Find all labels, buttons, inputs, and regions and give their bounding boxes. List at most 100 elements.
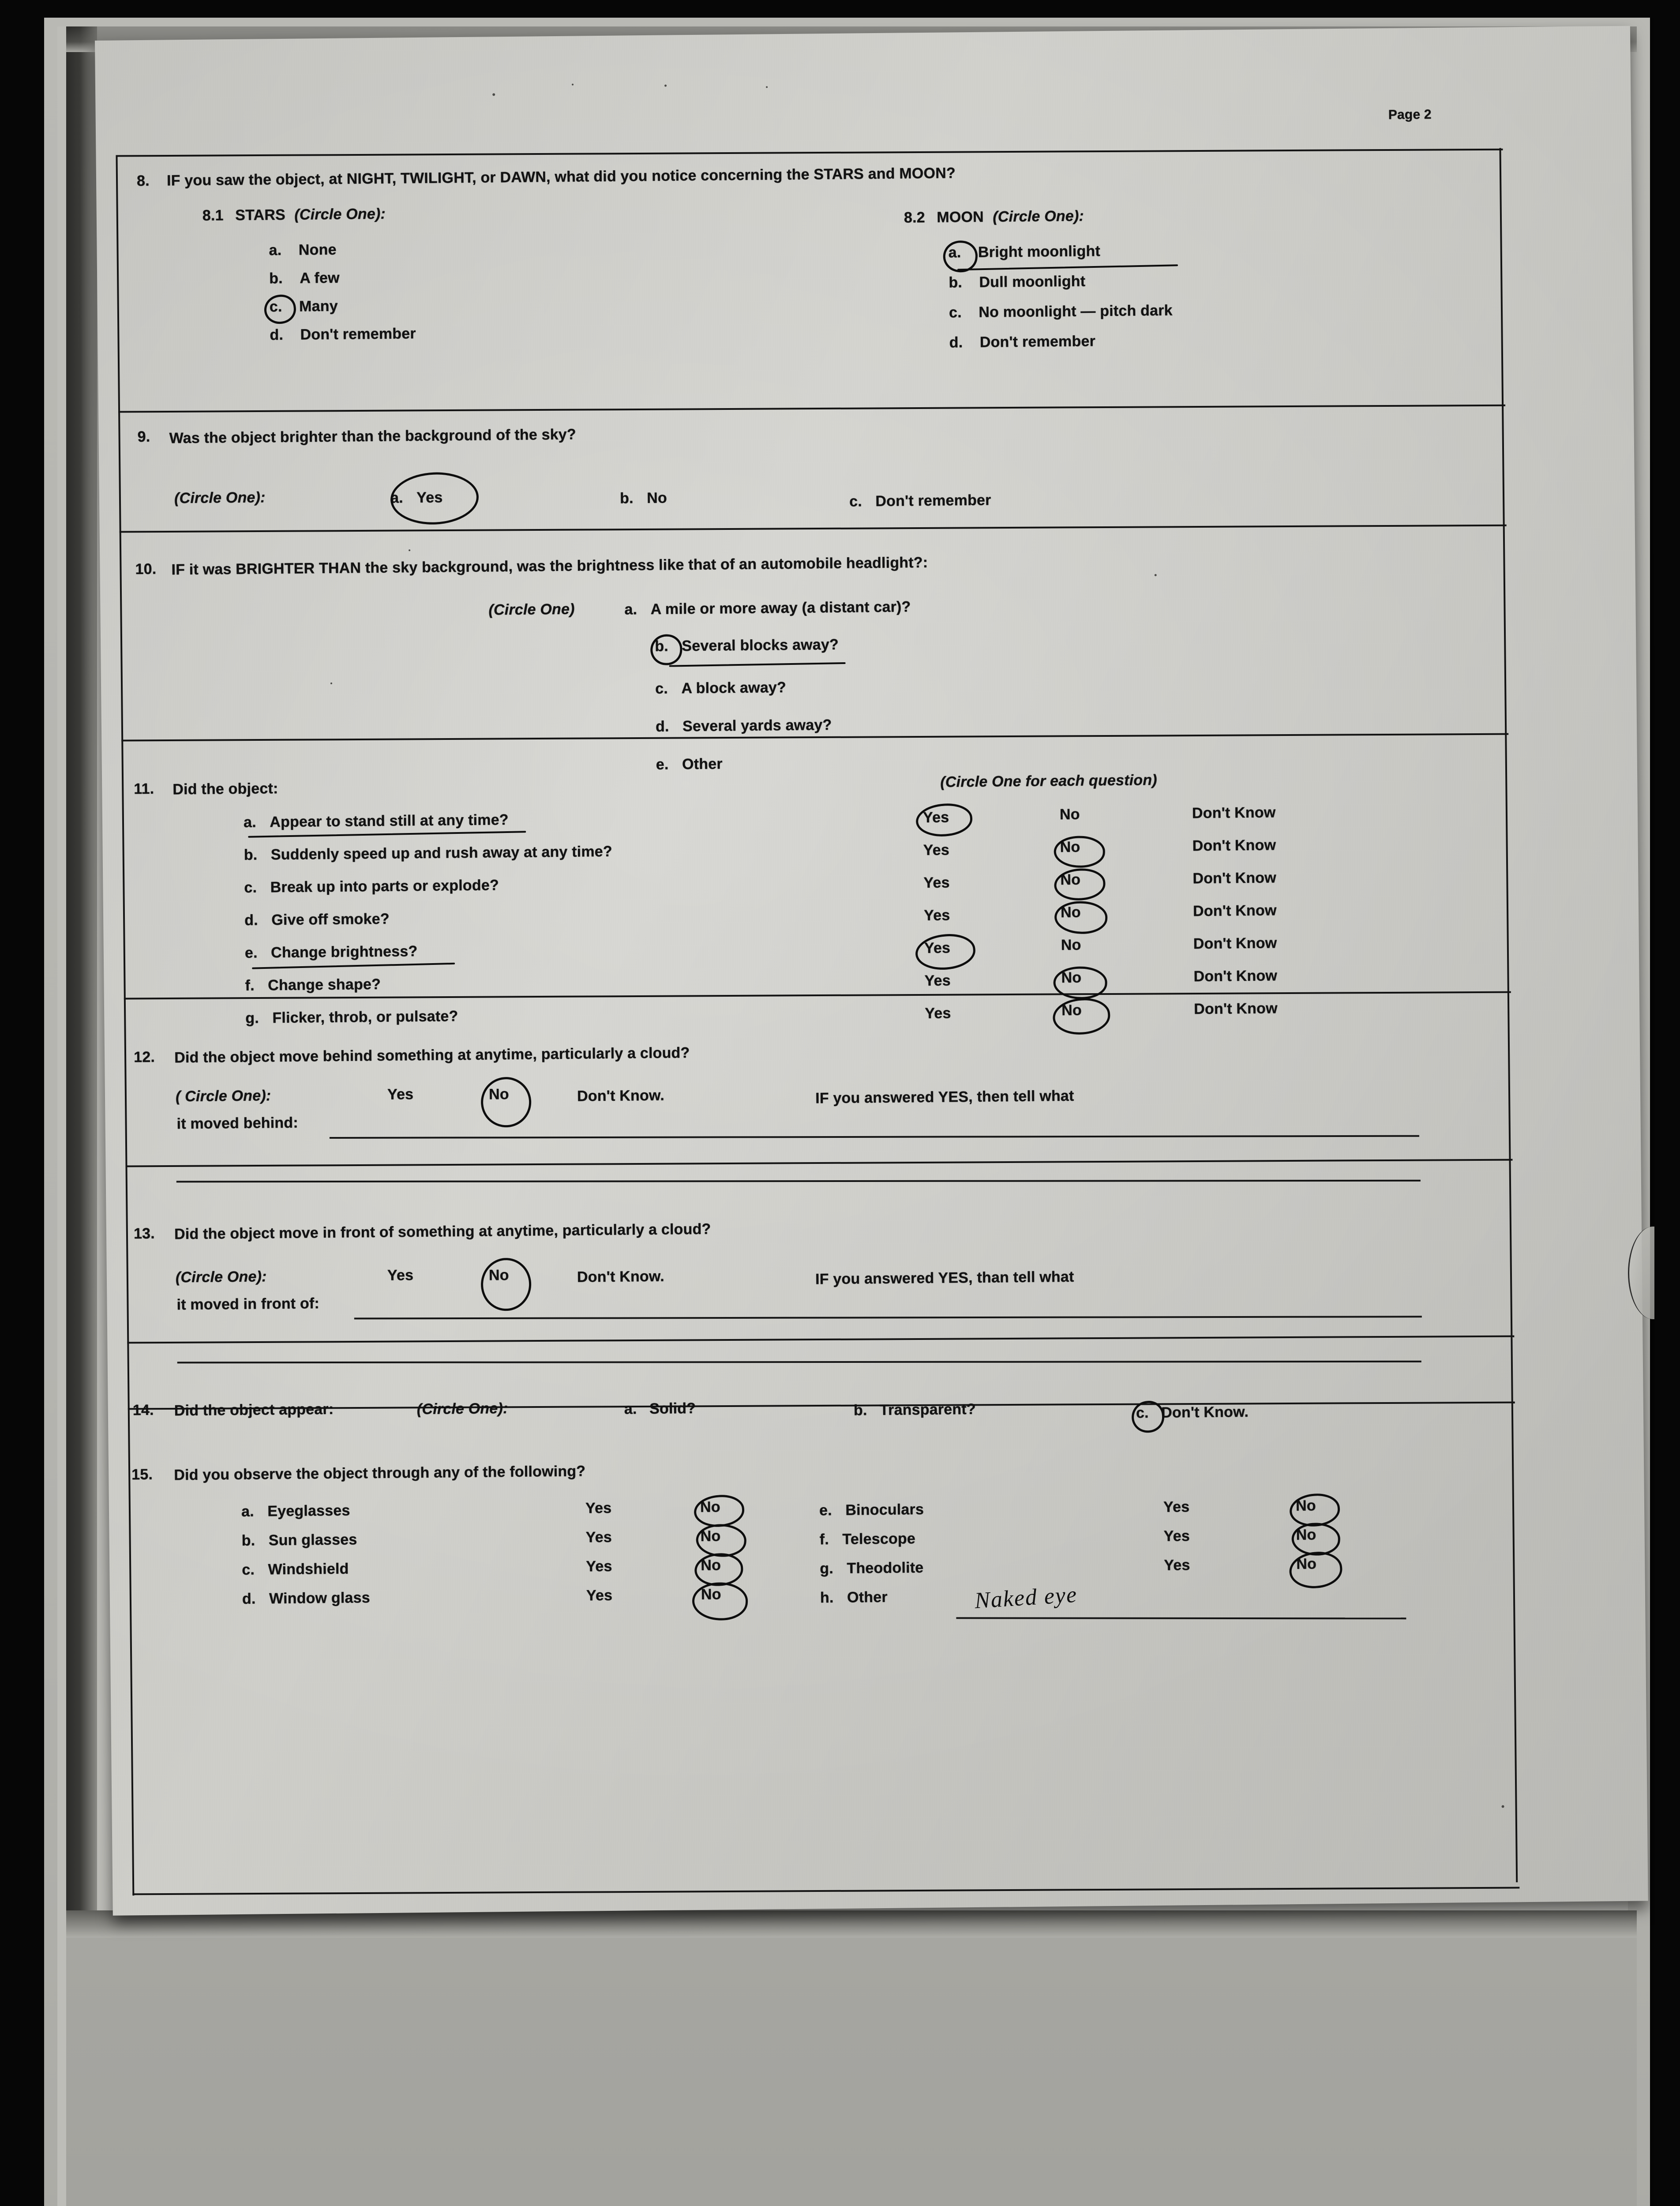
q11-row-c-label: Break up into parts or explode? (270, 877, 499, 896)
q8-2-option-d[interactable]: d. Don't remember (949, 332, 1173, 364)
q12-option-yes[interactable]: Yes (387, 1086, 414, 1103)
q11-yes-a[interactable]: Yes (922, 809, 949, 826)
q8-2-option-b[interactable]: b. Dull moonlight (949, 272, 1172, 304)
q11-no-a[interactable]: No (1059, 806, 1080, 823)
q14-option-a-letter: a. (624, 1400, 637, 1418)
q11-row-a[interactable]: a. Appear to stand still at any time? (244, 811, 509, 831)
q11-row-f[interactable]: f. Change shape? (245, 976, 381, 994)
q15-row-f-label: Telescope (842, 1530, 916, 1548)
q9-number: 9. (137, 428, 150, 446)
q11-no-c[interactable]: No (1060, 871, 1081, 889)
q15-right-yes-f[interactable]: Yes (1163, 1527, 1190, 1545)
q8-1-option-b[interactable]: b. A few (269, 269, 416, 298)
q13-option-no[interactable]: No (488, 1267, 509, 1284)
q15-row-h-label: Other (847, 1588, 888, 1606)
q9-option-c-label: Don't remember (875, 491, 991, 510)
q10-option-c[interactable]: c. A block away? (655, 679, 786, 698)
q15-right-no-f[interactable]: No (1296, 1526, 1316, 1544)
q11-dk-f[interactable]: Don't Know (1193, 967, 1278, 985)
q15-right-yes-e[interactable]: Yes (1163, 1498, 1190, 1516)
q15-left-yes-c[interactable]: Yes (586, 1557, 612, 1575)
q11-yes-b[interactable]: Yes (923, 841, 950, 859)
q15-left-no-d[interactable]: No (701, 1586, 721, 1603)
q15-left-yes-d[interactable]: Yes (586, 1587, 613, 1604)
q15-left-no-c[interactable]: No (701, 1557, 721, 1574)
q15-left-yes-a[interactable]: Yes (585, 1499, 612, 1517)
scan-left-edge (0, 0, 44, 2206)
q9-option-a-label: Yes (416, 489, 443, 506)
q15-row-c[interactable]: c. Windshield (242, 1561, 349, 1579)
q12-option-no[interactable]: No (488, 1086, 509, 1103)
q13-option-yes[interactable]: Yes (387, 1267, 414, 1284)
q13-fill-label: it moved in front of: (176, 1295, 320, 1313)
q11-yes-c[interactable]: Yes (923, 874, 950, 892)
q8-1-option-a-letter: a. (269, 241, 282, 259)
q9-option-b[interactable]: b. No (620, 490, 667, 507)
q11-no-b[interactable]: No (1060, 838, 1080, 856)
q15-left-yes-b[interactable]: Yes (585, 1528, 612, 1546)
q9-option-a[interactable]: a. Yes (390, 489, 443, 506)
q10-option-d[interactable]: d. Several yards away? (656, 717, 832, 735)
q11-no-e[interactable]: No (1061, 936, 1081, 954)
q11-no-f[interactable]: No (1061, 969, 1082, 987)
q14-option-c-label: Don't Know. (1161, 1403, 1249, 1421)
q9-option-c[interactable]: c. Don't remember (849, 492, 991, 510)
q11-yes-f[interactable]: Yes (924, 972, 951, 990)
q11-row-f-letter: f. (245, 977, 255, 994)
q15-row-g[interactable]: g. Theodolite (820, 1559, 923, 1577)
q12-option-dk[interactable]: Don't Know. (577, 1087, 665, 1105)
q14-option-a[interactable]: a. Solid? (624, 1400, 696, 1418)
q11-yes-g[interactable]: Yes (925, 1005, 951, 1022)
q15-row-a[interactable]: a. Eyeglasses (241, 1502, 350, 1520)
q8-1-option-c-label: Many (299, 297, 338, 315)
q8-1-option-a[interactable]: a. None (269, 240, 415, 270)
q11-yes-e[interactable]: Yes (924, 939, 951, 957)
q11-row-b-letter: b. (244, 846, 258, 863)
q15-right-no-g[interactable]: No (1296, 1555, 1317, 1573)
q9-option-b-label: No (646, 489, 668, 507)
q15-left-no-a[interactable]: No (700, 1498, 720, 1516)
q10-option-a[interactable]: a. A mile or more away (a distant car)? (624, 598, 911, 618)
q11-dk-b[interactable]: Don't Know (1192, 837, 1276, 855)
q15-left-no-b[interactable]: No (700, 1527, 721, 1545)
q12-instruction: ( Circle One): (175, 1087, 271, 1105)
q15-row-h[interactable]: h. Other (820, 1589, 888, 1606)
q8-1-option-c[interactable]: c. Many (270, 297, 416, 326)
document-page: Page 2 8. IF you saw the object, at NIGH… (95, 26, 1648, 1916)
q15-row-d[interactable]: d. Window glass (242, 1589, 370, 1608)
q11-row-c[interactable]: c. Break up into parts or explode? (244, 877, 499, 897)
q8-1-option-d[interactable]: d. Don't remember (270, 325, 416, 355)
q11-no-g[interactable]: No (1061, 1002, 1082, 1019)
q11-no-d[interactable]: No (1060, 904, 1081, 921)
q11-dk-g[interactable]: Don't Know (1194, 1000, 1278, 1018)
q15-row-b-label: Sun glasses (268, 1531, 357, 1549)
q15-row-f[interactable]: f. Telescope (820, 1530, 916, 1548)
q11-dk-e[interactable]: Don't Know (1193, 934, 1277, 953)
q15-row-b[interactable]: b. Sun glasses (241, 1531, 357, 1549)
q11-dk-c[interactable]: Don't Know (1192, 869, 1277, 887)
q14-option-b[interactable]: b. Transparent? (854, 1401, 976, 1419)
form-rule-9-10 (119, 524, 1507, 533)
q11-yes-d[interactable]: Yes (923, 907, 950, 924)
q15-right-no-e[interactable]: No (1295, 1497, 1316, 1515)
q11-row-b[interactable]: b. Suddenly speed up and rush away at an… (244, 843, 612, 864)
form-rule-bottom (132, 1887, 1520, 1895)
q13-option-dk[interactable]: Don't Know. (577, 1268, 665, 1286)
q10-option-b[interactable]: b. Several blocks away? (655, 636, 839, 655)
q8-2-option-c[interactable]: c. No moonlight — pitch dark (949, 302, 1173, 334)
q11-row-e[interactable]: e. Change brightness? (245, 943, 418, 962)
form-rule-8-9 (118, 404, 1506, 413)
q11-dk-a[interactable]: Don't Know (1192, 804, 1276, 822)
q14-option-a-label: Solid? (649, 1400, 696, 1418)
q14-option-c[interactable]: c. Don't Know. (1136, 1403, 1249, 1422)
q8-2-option-a-letter: a. (948, 244, 961, 261)
q15-right-yes-g[interactable]: Yes (1164, 1557, 1190, 1574)
q8-2-heading: 8.2 MOON (Circle One): (904, 207, 1084, 226)
q11-row-g[interactable]: g. Flicker, throb, or pulsate? (245, 1008, 458, 1027)
q11-dk-d[interactable]: Don't Know (1192, 902, 1277, 920)
q10-option-d-label: Several yards away? (682, 717, 832, 735)
q15-row-e[interactable]: e. Binoculars (819, 1501, 924, 1519)
form-rule-13-14 (127, 1335, 1515, 1344)
q10-option-e[interactable]: e. Other (656, 755, 723, 773)
q11-row-d[interactable]: d. Give off smoke? (244, 911, 390, 929)
